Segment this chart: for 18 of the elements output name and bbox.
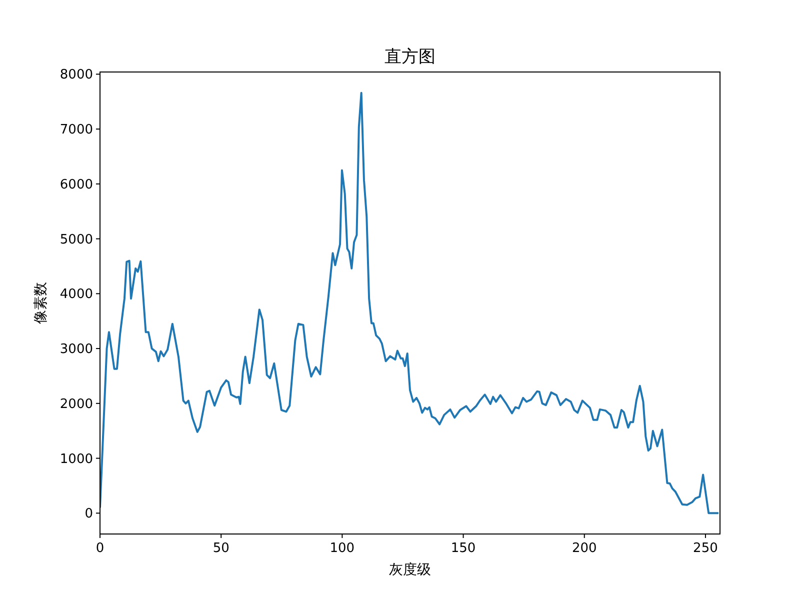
y-tick-label: 0	[84, 506, 93, 522]
x-tick-label: 150	[450, 541, 476, 556]
y-tick-label: 7000	[60, 122, 93, 138]
x-tick-label: 0	[96, 541, 104, 556]
y-axis-title: 像素数	[33, 282, 49, 324]
x-tick-label: 100	[330, 541, 355, 556]
y-tick-label: 5000	[60, 232, 93, 248]
y-tick-label: 1000	[60, 452, 93, 467]
y-tick-label: 8000	[60, 68, 93, 83]
y-tick-label: 4000	[60, 287, 93, 302]
x-axis-title: 灰度级	[389, 562, 431, 578]
chart-title: 直方图	[384, 47, 436, 67]
y-tick-label: 6000	[60, 177, 93, 192]
y-tick-label: 3000	[60, 342, 93, 358]
x-tick-label: 200	[572, 541, 597, 556]
x-tick-label: 250	[693, 541, 718, 556]
x-tick-label: 50	[212, 541, 230, 556]
y-tick-label: 2000	[60, 396, 93, 412]
